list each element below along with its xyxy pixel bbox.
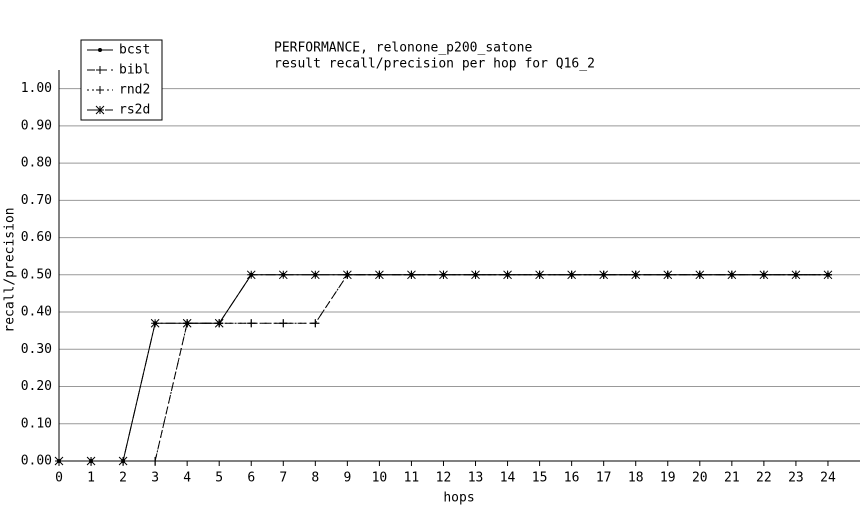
x-tick-label: 10: [372, 471, 388, 486]
y-tick-label: 0.40: [21, 305, 52, 320]
x-tick-label: 4: [183, 471, 191, 486]
legend-box: [80, 39, 163, 121]
x-tick-label: 13: [468, 471, 484, 486]
legend-label: bibl: [119, 63, 150, 78]
point: [695, 270, 705, 280]
point: [791, 270, 801, 280]
point: [118, 456, 128, 466]
y-tick-label: 0.30: [21, 342, 52, 357]
point: [375, 270, 384, 280]
point: [150, 318, 160, 328]
x-tick-label: 0: [55, 471, 63, 486]
point: [86, 456, 96, 466]
x-tick-label: 2: [119, 471, 127, 486]
x-tick-label: 18: [628, 471, 644, 486]
x-tick-label: 17: [596, 471, 612, 486]
x-tick-label: 16: [564, 471, 580, 486]
y-axis-label: recall/precision: [3, 207, 18, 332]
x-tick-label: 8: [311, 471, 319, 486]
point: [407, 270, 416, 280]
point: [663, 270, 673, 280]
x-tick-label: 20: [692, 471, 708, 486]
y-tick-label: 0.60: [21, 230, 52, 245]
point: [631, 270, 641, 280]
legend-marker: [96, 66, 104, 74]
x-tick-label: 12: [436, 471, 452, 486]
point: [471, 270, 480, 280]
x-tick-label: 3: [151, 471, 159, 486]
point: [54, 456, 64, 466]
x-tick-label: 9: [343, 471, 351, 486]
y-tick-label: 0.80: [21, 156, 52, 171]
point: [599, 270, 609, 280]
point: [823, 270, 833, 280]
y-tick-label: 1.00: [21, 81, 52, 96]
point: [278, 270, 288, 280]
point: [310, 270, 320, 280]
chart-subtitle: result recall/precision per hop for Q16_…: [274, 57, 595, 72]
point: [343, 270, 352, 280]
point: [214, 318, 224, 328]
y-tick-label: 0.50: [21, 267, 52, 282]
y-tick-label: 0.20: [21, 379, 52, 394]
point: [311, 319, 320, 328]
point: [759, 270, 769, 280]
point: [279, 319, 288, 328]
legend-label: rnd2: [119, 83, 150, 98]
point: [503, 270, 512, 280]
x-tick-label: 15: [532, 471, 548, 486]
x-tick-label: 19: [660, 471, 676, 486]
legend-label: rs2d: [119, 103, 150, 118]
legend-marker: [96, 86, 104, 94]
point: [246, 270, 256, 280]
y-tick-label: 0.70: [21, 193, 52, 208]
legend-marker: [98, 48, 102, 52]
x-tick-label: 24: [820, 471, 836, 486]
x-tick-label: 22: [756, 471, 772, 486]
legend-label: bcst: [119, 43, 150, 58]
y-tick-label: 0.00: [21, 454, 52, 469]
point: [727, 270, 737, 280]
x-tick-label: 6: [247, 471, 255, 486]
x-axis-label: hops: [443, 491, 474, 506]
point: [151, 457, 160, 465]
chart-title: PERFORMANCE, relonone_p200_satone: [274, 41, 532, 56]
x-tick-label: 1: [87, 471, 95, 486]
y-tick-label: 0.90: [21, 118, 52, 133]
point: [182, 318, 192, 328]
y-tick-label: 0.10: [21, 416, 52, 431]
x-tick-label: 21: [724, 471, 740, 486]
x-tick-label: 5: [215, 471, 223, 486]
point: [535, 270, 544, 280]
x-tick-label: 14: [500, 471, 516, 486]
x-tick-label: 11: [404, 471, 420, 486]
point: [439, 270, 448, 280]
x-tick-label: 23: [788, 471, 804, 486]
x-tick-label: 7: [279, 471, 287, 486]
point: [247, 319, 256, 328]
legend-marker: [95, 105, 105, 115]
point: [567, 270, 576, 280]
